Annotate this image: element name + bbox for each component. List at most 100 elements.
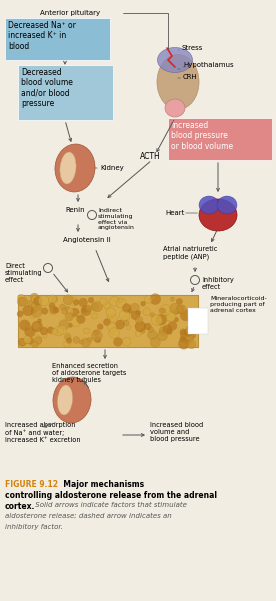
Text: Increased blood
volume and
blood pressure: Increased blood volume and blood pressur… <box>150 422 203 442</box>
Text: Enhanced secretion
of aldosterone targets
kidney tubules: Enhanced secretion of aldosterone target… <box>52 363 126 383</box>
Circle shape <box>109 328 119 338</box>
Ellipse shape <box>217 196 237 214</box>
Circle shape <box>40 327 48 335</box>
Circle shape <box>31 296 39 304</box>
Circle shape <box>110 314 117 322</box>
Text: Kidney: Kidney <box>100 165 124 171</box>
FancyBboxPatch shape <box>18 65 113 120</box>
Circle shape <box>77 315 85 323</box>
Circle shape <box>91 313 97 319</box>
Circle shape <box>160 305 171 316</box>
Ellipse shape <box>55 144 95 192</box>
Circle shape <box>31 300 42 311</box>
FancyBboxPatch shape <box>5 18 110 60</box>
Circle shape <box>26 323 31 329</box>
Ellipse shape <box>199 196 219 214</box>
Text: inhibitory factor.: inhibitory factor. <box>5 524 63 530</box>
Circle shape <box>49 306 58 315</box>
Circle shape <box>152 314 162 326</box>
Circle shape <box>69 297 78 306</box>
Circle shape <box>38 319 42 323</box>
Circle shape <box>166 311 176 322</box>
Circle shape <box>126 325 131 329</box>
Circle shape <box>77 313 82 317</box>
Text: cortex.: cortex. <box>5 502 35 511</box>
Circle shape <box>124 320 129 326</box>
Circle shape <box>73 337 80 343</box>
Circle shape <box>184 329 192 337</box>
Circle shape <box>38 295 49 306</box>
Circle shape <box>150 313 155 317</box>
Circle shape <box>131 311 140 320</box>
Circle shape <box>92 302 102 312</box>
Circle shape <box>66 308 74 316</box>
Ellipse shape <box>57 385 73 415</box>
Circle shape <box>41 308 48 314</box>
Circle shape <box>130 304 139 313</box>
Circle shape <box>68 323 73 328</box>
Circle shape <box>170 303 180 314</box>
Circle shape <box>91 303 99 311</box>
Circle shape <box>119 310 130 321</box>
Circle shape <box>50 306 57 314</box>
Circle shape <box>151 295 156 300</box>
Circle shape <box>167 316 172 321</box>
FancyBboxPatch shape <box>18 295 198 347</box>
Circle shape <box>32 341 38 347</box>
Circle shape <box>70 308 79 317</box>
Circle shape <box>148 327 154 332</box>
Text: Increased
blood pressure
or blood volume: Increased blood pressure or blood volume <box>171 121 233 151</box>
Circle shape <box>180 336 186 342</box>
Circle shape <box>32 321 43 332</box>
Text: ACTH: ACTH <box>140 152 161 161</box>
Circle shape <box>82 307 87 313</box>
Circle shape <box>81 306 91 316</box>
Circle shape <box>62 308 68 314</box>
Text: Inhibitory
effect: Inhibitory effect <box>202 277 234 290</box>
Circle shape <box>185 338 191 344</box>
Circle shape <box>17 297 26 306</box>
Circle shape <box>33 296 42 305</box>
Circle shape <box>136 317 143 324</box>
Circle shape <box>51 329 57 335</box>
Text: Decreased
blood volume
and/or blood
pressure: Decreased blood volume and/or blood pres… <box>21 68 73 108</box>
Text: controlling aldosterone release from the adrenal: controlling aldosterone release from the… <box>5 491 217 500</box>
Circle shape <box>107 314 113 320</box>
Circle shape <box>128 309 132 314</box>
Circle shape <box>187 335 193 341</box>
Circle shape <box>167 329 172 335</box>
Circle shape <box>140 329 145 334</box>
Text: Renin: Renin <box>65 207 85 213</box>
Circle shape <box>54 307 59 313</box>
Text: Major mechanisms: Major mechanisms <box>58 480 144 489</box>
Circle shape <box>54 326 63 336</box>
Text: CRH: CRH <box>183 74 198 80</box>
Text: Direct
stimulating
effect: Direct stimulating effect <box>5 263 43 283</box>
Circle shape <box>34 337 42 344</box>
Circle shape <box>156 317 164 325</box>
Circle shape <box>17 294 25 302</box>
Circle shape <box>192 327 199 334</box>
Circle shape <box>65 313 73 321</box>
Circle shape <box>63 294 73 305</box>
Circle shape <box>19 338 26 346</box>
Circle shape <box>57 325 67 334</box>
Text: Hypothalamus: Hypothalamus <box>183 62 233 68</box>
Ellipse shape <box>53 377 91 423</box>
Circle shape <box>184 309 192 317</box>
Text: Atrial natriuretic
peptide (ANP): Atrial natriuretic peptide (ANP) <box>163 246 217 260</box>
Circle shape <box>47 327 54 334</box>
Circle shape <box>136 331 141 337</box>
Circle shape <box>170 297 174 301</box>
Circle shape <box>161 308 166 313</box>
Circle shape <box>28 300 32 305</box>
Circle shape <box>176 305 184 314</box>
Circle shape <box>176 298 182 305</box>
Circle shape <box>109 296 119 307</box>
Circle shape <box>185 325 195 335</box>
Circle shape <box>33 323 39 330</box>
Circle shape <box>32 322 40 330</box>
Circle shape <box>159 308 164 313</box>
Circle shape <box>24 336 31 344</box>
Circle shape <box>180 310 191 321</box>
